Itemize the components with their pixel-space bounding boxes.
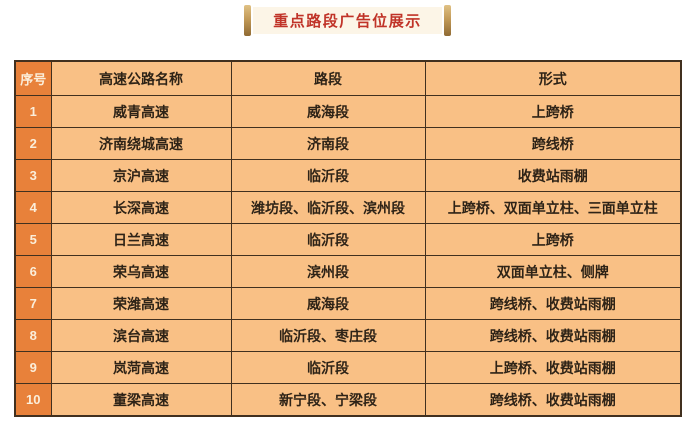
page-title: 重点路段广告位展示: [273, 13, 422, 30]
row-section: 潍坊段、临沂段、滨州段: [230, 191, 426, 224]
table-row: 7 荣潍高速 威海段 跨线桥、收费站雨棚: [14, 287, 682, 320]
row-section: 临沂段: [230, 159, 426, 192]
row-name: 京沪高速: [50, 159, 232, 192]
row-name: 滨台高速: [50, 319, 232, 352]
table-header-row: 序号 高速公路名称 路段 形式: [14, 60, 682, 96]
row-section: 济南段: [230, 127, 426, 160]
row-no: 2: [14, 127, 52, 160]
table-row: 8 滨台高速 临沂段、枣庄段 跨线桥、收费站雨棚: [14, 319, 682, 352]
table-row: 2 济南绕城高速 济南段 跨线桥: [14, 127, 682, 160]
row-no: 9: [14, 351, 52, 384]
row-name: 威青高速: [50, 95, 232, 128]
row-no: 3: [14, 159, 52, 192]
row-form: 收费站雨棚: [424, 159, 682, 192]
row-section: 新宁段、宁梁段: [230, 383, 426, 417]
header-name: 高速公路名称: [50, 60, 232, 96]
table-row: 1 威青高速 威海段 上跨桥: [14, 95, 682, 128]
row-no: 10: [14, 383, 52, 417]
row-form: 上跨桥: [424, 95, 682, 128]
row-section: 临沂段、枣庄段: [230, 319, 426, 352]
row-form: 跨线桥、收费站雨棚: [424, 319, 682, 352]
row-form: 跨线桥、收费站雨棚: [424, 383, 682, 417]
row-no: 8: [14, 319, 52, 352]
banner-panel: 重点路段广告位展示: [253, 7, 442, 34]
row-name: 荣乌高速: [50, 255, 232, 288]
table-row: 5 日兰高速 临沂段 上跨桥: [14, 223, 682, 256]
row-form: 上跨桥: [424, 223, 682, 256]
row-form: 跨线桥: [424, 127, 682, 160]
table-row: 6 荣乌高速 滨州段 双面单立柱、侧牌: [14, 255, 682, 288]
row-name: 长深高速: [50, 191, 232, 224]
table-row: 9 岚菏高速 临沂段 上跨桥、收费站雨棚: [14, 351, 682, 384]
row-name: 济南绕城高速: [50, 127, 232, 160]
row-name: 董梁高速: [50, 383, 232, 417]
row-section: 威海段: [230, 287, 426, 320]
row-name: 日兰高速: [50, 223, 232, 256]
row-no: 4: [14, 191, 52, 224]
row-name: 荣潍高速: [50, 287, 232, 320]
title-banner: 重点路段广告位展示: [0, 0, 695, 36]
row-form: 双面单立柱、侧牌: [424, 255, 682, 288]
row-name: 岚菏高速: [50, 351, 232, 384]
row-no: 5: [14, 223, 52, 256]
header-form: 形式: [424, 60, 682, 96]
row-form: 跨线桥、收费站雨棚: [424, 287, 682, 320]
row-no: 7: [14, 287, 52, 320]
row-section: 临沂段: [230, 223, 426, 256]
header-no: 序号: [14, 60, 52, 96]
highway-ad-table-container: 序号 高速公路名称 路段 形式 1 威青高速 威海段 上跨桥 2 济南绕城高速 …: [14, 60, 695, 417]
row-form: 上跨桥、收费站雨棚: [424, 351, 682, 384]
table-row: 10 董梁高速 新宁段、宁梁段 跨线桥、收费站雨棚: [14, 383, 682, 417]
row-no: 1: [14, 95, 52, 128]
banner-left-gold-bar: [244, 5, 252, 36]
row-section: 威海段: [230, 95, 426, 128]
row-form: 上跨桥、双面单立柱、三面单立柱: [424, 191, 682, 224]
row-section: 滨州段: [230, 255, 426, 288]
row-no: 6: [14, 255, 52, 288]
table-row: 3 京沪高速 临沂段 收费站雨棚: [14, 159, 682, 192]
table-row: 4 长深高速 潍坊段、临沂段、滨州段 上跨桥、双面单立柱、三面单立柱: [14, 191, 682, 224]
banner-right-gold-bar: [443, 5, 451, 36]
header-section: 路段: [230, 60, 426, 96]
row-section: 临沂段: [230, 351, 426, 384]
highway-ad-table: 序号 高速公路名称 路段 形式 1 威青高速 威海段 上跨桥 2 济南绕城高速 …: [14, 60, 682, 417]
